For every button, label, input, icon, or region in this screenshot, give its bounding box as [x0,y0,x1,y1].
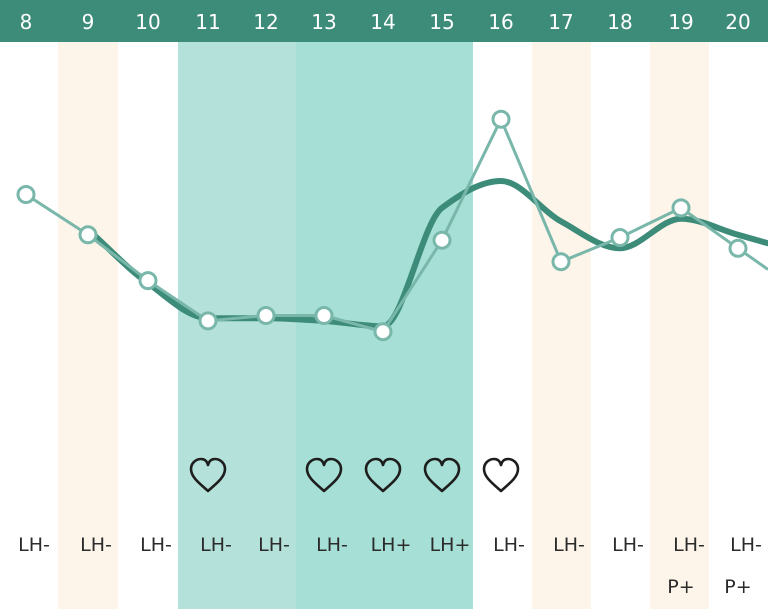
lh-test-label: LH- [493,534,525,556]
lh-test-label: LH- [316,534,348,556]
data-point [314,306,334,325]
pregnancy-test-label: P+ [724,576,751,598]
data-point [551,252,571,272]
lh-test-label: LH- [80,534,112,556]
data-point [78,225,98,245]
heart-outline-icon [364,457,402,493]
day-label: 12 [253,10,278,34]
lh-test-label: LH- [730,534,762,556]
lh-test-label: LH+ [430,534,471,556]
day-label: 9 [82,10,95,34]
data-point [16,185,36,204]
day-label: 14 [370,10,395,34]
test-labels: LH- LH- LH- LH- LH- LH- LH+ LH+ LH- LH- LH- LH- LH- P… [18,534,762,598]
heart-outline-icon [189,457,227,493]
day-label: 19 [668,10,693,34]
day-label: 10 [135,10,160,34]
day-band-12 [237,42,296,609]
data-point [610,228,630,247]
day-label: 17 [548,10,573,34]
data-point [198,311,218,331]
lh-test-label: LH- [553,534,585,556]
data-point [432,230,452,250]
lh-test-label: LH- [18,534,50,556]
pregnancy-test-label: P+ [667,576,694,598]
data-point [491,109,511,129]
lh-test-label: LH- [200,534,232,556]
heart-outline-icon [305,457,343,493]
day-label: 8 [20,10,33,34]
lh-test-label: LH+ [371,534,412,556]
day-band-17 [532,42,591,609]
measured-line [25,117,768,334]
day-band-19 [650,42,709,609]
lh-test-label: LH- [140,534,172,556]
day-label: 20 [725,10,750,34]
day-band-15 [414,42,473,609]
lh-test-label: LH- [258,534,290,556]
day-label: 16 [488,10,513,34]
day-label: 11 [195,10,220,34]
lh-test-label: LH- [673,534,705,556]
data-point [671,198,691,218]
day-band-9 [58,42,118,609]
heart-outline-icon [482,457,520,493]
header-bar [0,0,768,42]
day-label: 15 [429,10,454,34]
day-label: 18 [607,10,632,34]
day-header: 8 9 10 11 12 13 14 15 16 17 18 19 20 [0,0,768,42]
data-point [256,306,276,325]
data-point [373,322,393,342]
intercourse-markers [189,457,520,493]
data-point [138,271,158,291]
data-point [728,238,748,258]
chart-points [16,109,748,342]
day-label: 13 [311,10,336,34]
heart-outline-icon [423,457,461,493]
lh-test-label: LH- [612,534,644,556]
